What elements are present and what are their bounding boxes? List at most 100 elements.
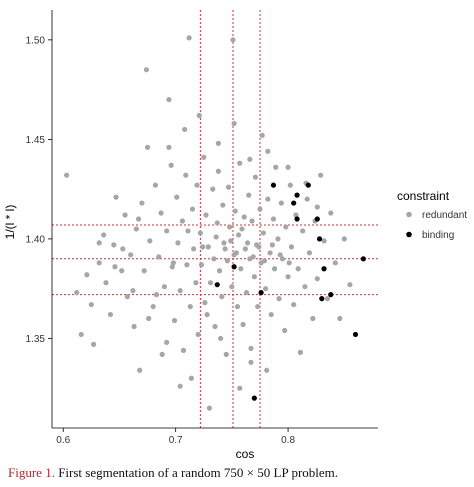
redundant-point xyxy=(243,290,250,296)
redundant-point xyxy=(237,160,243,166)
redundant-point xyxy=(158,210,164,216)
redundant-point xyxy=(101,232,107,238)
redundant-point xyxy=(218,335,224,342)
redundant-point xyxy=(182,126,188,133)
redundant-point xyxy=(175,240,181,246)
redundant-point xyxy=(147,238,153,244)
redundant-point xyxy=(111,242,117,248)
redundant-point xyxy=(238,266,244,272)
redundant-point xyxy=(222,246,228,252)
binding-point xyxy=(291,200,297,206)
redundant-point xyxy=(107,311,114,318)
redundant-point xyxy=(237,385,243,391)
redundant-point xyxy=(224,258,230,264)
redundant-point xyxy=(159,351,165,357)
redundant-point xyxy=(183,172,189,178)
redundant-point xyxy=(128,252,134,258)
redundant-point xyxy=(204,311,210,318)
redundant-point xyxy=(168,162,174,168)
redundant-point xyxy=(103,280,109,286)
redundant-point xyxy=(200,244,206,250)
redundant-point xyxy=(249,218,255,224)
redundant-point xyxy=(282,327,288,334)
redundant-point xyxy=(248,359,254,365)
binding-point xyxy=(352,331,359,338)
redundant-point xyxy=(112,264,118,270)
redundant-point xyxy=(233,250,239,256)
redundant-point xyxy=(286,260,292,266)
redundant-point xyxy=(276,296,282,302)
redundant-point xyxy=(268,311,274,318)
redundant-point xyxy=(247,156,253,162)
figure-label: Figure 1. xyxy=(8,465,55,480)
binding-point xyxy=(294,216,300,222)
redundant-point xyxy=(198,262,205,268)
redundant-point xyxy=(285,274,291,280)
redundant-point xyxy=(88,301,94,308)
binding-point xyxy=(314,216,320,222)
x-axis-ticks: 0.6 0.7 0.8 xyxy=(56,428,295,446)
redundant-point xyxy=(124,294,130,300)
redundant-point xyxy=(64,172,70,178)
scatter-chart: 0.6 0.7 0.8 1.35 1.40 1.45 1.50 cos 1/(l * l)… xyxy=(3,10,467,460)
legend-key-binding xyxy=(406,231,412,238)
redundant-point xyxy=(314,276,320,282)
redundant-point xyxy=(135,216,142,222)
redundant-point xyxy=(228,238,234,244)
redundant-point xyxy=(174,194,180,200)
redundant-point xyxy=(240,321,246,328)
redundant-point xyxy=(261,258,268,264)
redundant-point xyxy=(166,144,172,150)
redundant-point xyxy=(212,323,218,330)
redundant-point xyxy=(229,284,235,290)
redundant-point xyxy=(287,182,293,188)
x-tick-label: 0.7 xyxy=(169,435,183,446)
redundant-point xyxy=(74,290,80,296)
redundant-point xyxy=(285,164,291,170)
y-tick-label: 1.45 xyxy=(26,135,46,146)
series-binding-points xyxy=(214,182,366,401)
redundant-point xyxy=(203,212,209,218)
redundant-point xyxy=(96,260,102,266)
redundant-point xyxy=(275,236,281,242)
redundant-point xyxy=(120,246,126,252)
legend-label-redundant: redundant xyxy=(422,210,467,221)
y-axis-label: 1/(l * l) xyxy=(3,205,17,240)
redundant-point xyxy=(220,202,226,208)
legend-key-redundant xyxy=(406,211,412,218)
redundant-point xyxy=(314,204,320,210)
redundant-point xyxy=(187,303,193,310)
redundant-point xyxy=(300,228,306,234)
y-axis-ticks: 1.35 1.40 1.45 1.50 xyxy=(26,35,52,345)
redundant-point xyxy=(252,174,259,180)
redundant-point xyxy=(213,234,219,240)
redundant-point xyxy=(304,196,310,202)
x-axis-label: cos xyxy=(236,447,255,460)
redundant-point xyxy=(177,288,183,294)
redundant-point xyxy=(223,351,229,357)
redundant-point xyxy=(241,214,247,220)
redundant-point xyxy=(131,323,137,330)
redundant-point xyxy=(279,256,286,262)
x-tick-label: 0.8 xyxy=(281,435,295,446)
redundant-point xyxy=(265,148,271,154)
binding-point xyxy=(294,192,300,198)
y-tick-label: 1.35 xyxy=(26,334,46,345)
legend: constraint redundant binding xyxy=(397,189,467,241)
redundant-point xyxy=(179,218,185,224)
series-redundant-points xyxy=(64,35,353,411)
binding-point xyxy=(360,256,366,262)
redundant-point xyxy=(337,315,343,322)
redundant-point xyxy=(211,256,217,262)
redundant-point xyxy=(215,140,221,146)
redundant-point xyxy=(197,230,203,236)
binding-point xyxy=(328,292,334,298)
redundant-point xyxy=(216,268,223,274)
redundant-point xyxy=(214,220,220,226)
redundant-point xyxy=(185,228,191,234)
redundant-point xyxy=(206,405,212,411)
redundant-point xyxy=(184,262,190,268)
binding-point xyxy=(251,395,257,401)
legend-label-binding: binding xyxy=(422,230,454,241)
redundant-point xyxy=(321,238,327,244)
